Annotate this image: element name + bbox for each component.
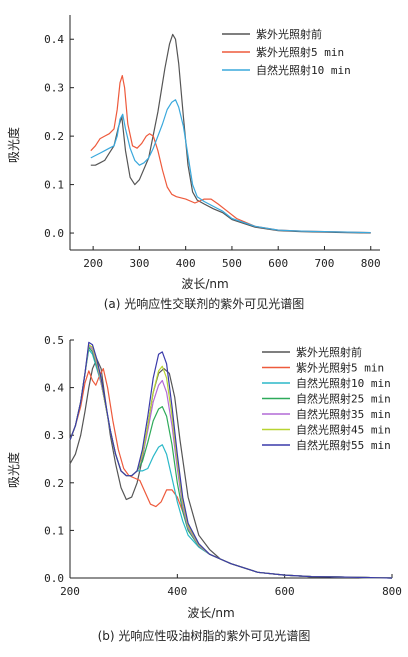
x-tick-label: 800 [382,585,402,598]
x-tick-label: 400 [176,257,196,270]
x-tick-label: 200 [60,585,80,598]
y-tick-label: 0.5 [44,334,64,347]
panel-a: 0.0 0.1 0.2 0.3 0.4 200 300 400 500 600 700 800 紫外光照… [6,15,381,311]
legend-entry: 自然光照射45 min [296,423,391,437]
legend-entry: 紫外光照射5 min [296,361,384,375]
x-tick-label: 600 [275,585,295,598]
y-tick-label: 0.4 [44,33,64,46]
legend-entry: 自然光照射55 min [296,438,391,452]
legend-entry: 紫外光照射前 [296,345,362,359]
figure-caption: (b) 光响应性吸油树脂的紫外可见光谱图 [98,628,311,643]
series-line [90,99,371,234]
y-tick-label: 0.2 [44,477,64,490]
x-tick-label: 200 [83,257,103,270]
y-tick-label: 0.1 [44,524,64,537]
x-tick-label: 600 [268,257,288,270]
x-axis-title: 波长/nm [187,606,234,620]
x-tick-label: 400 [167,585,187,598]
y-tick-label: 0.4 [44,382,64,395]
x-tick-label: 500 [222,257,242,270]
y-axis-title: 吸光度 [6,127,21,163]
legend-entry: 自然光照射35 min [296,407,391,421]
y-tick-label: 0.2 [44,130,64,143]
y-tick-label: 0.3 [44,82,64,95]
legend-entry: 自然光照射10 min [256,63,351,77]
legend-entry: 自然光照射10 min [296,376,391,390]
figure-caption: (a) 光响应性交联剂的紫外可见光谱图 [104,296,305,311]
y-tick-label: 0.1 [44,179,64,192]
legend-entry: 紫外光照射5 min [256,45,344,59]
series-line [69,341,393,579]
y-axis-title: 吸光度 [6,452,21,488]
x-tick-label: 800 [361,257,381,270]
x-tick-label: 300 [129,257,149,270]
panel-b: 0.0 0.1 0.2 0.3 0.4 0.5 200 400 600 800 紫外光照射前紫外光照… [6,334,402,643]
x-axis-title: 波长/nm [181,277,228,291]
legend-entry: 自然光照射25 min [296,392,391,406]
y-tick-label: 0.0 [44,227,64,240]
y-tick-label: 0.3 [44,429,64,442]
legend-entry: 紫外光照射前 [256,27,322,41]
x-tick-label: 700 [315,257,335,270]
series-line [90,74,371,234]
y-tick-label: 0.0 [44,572,64,585]
